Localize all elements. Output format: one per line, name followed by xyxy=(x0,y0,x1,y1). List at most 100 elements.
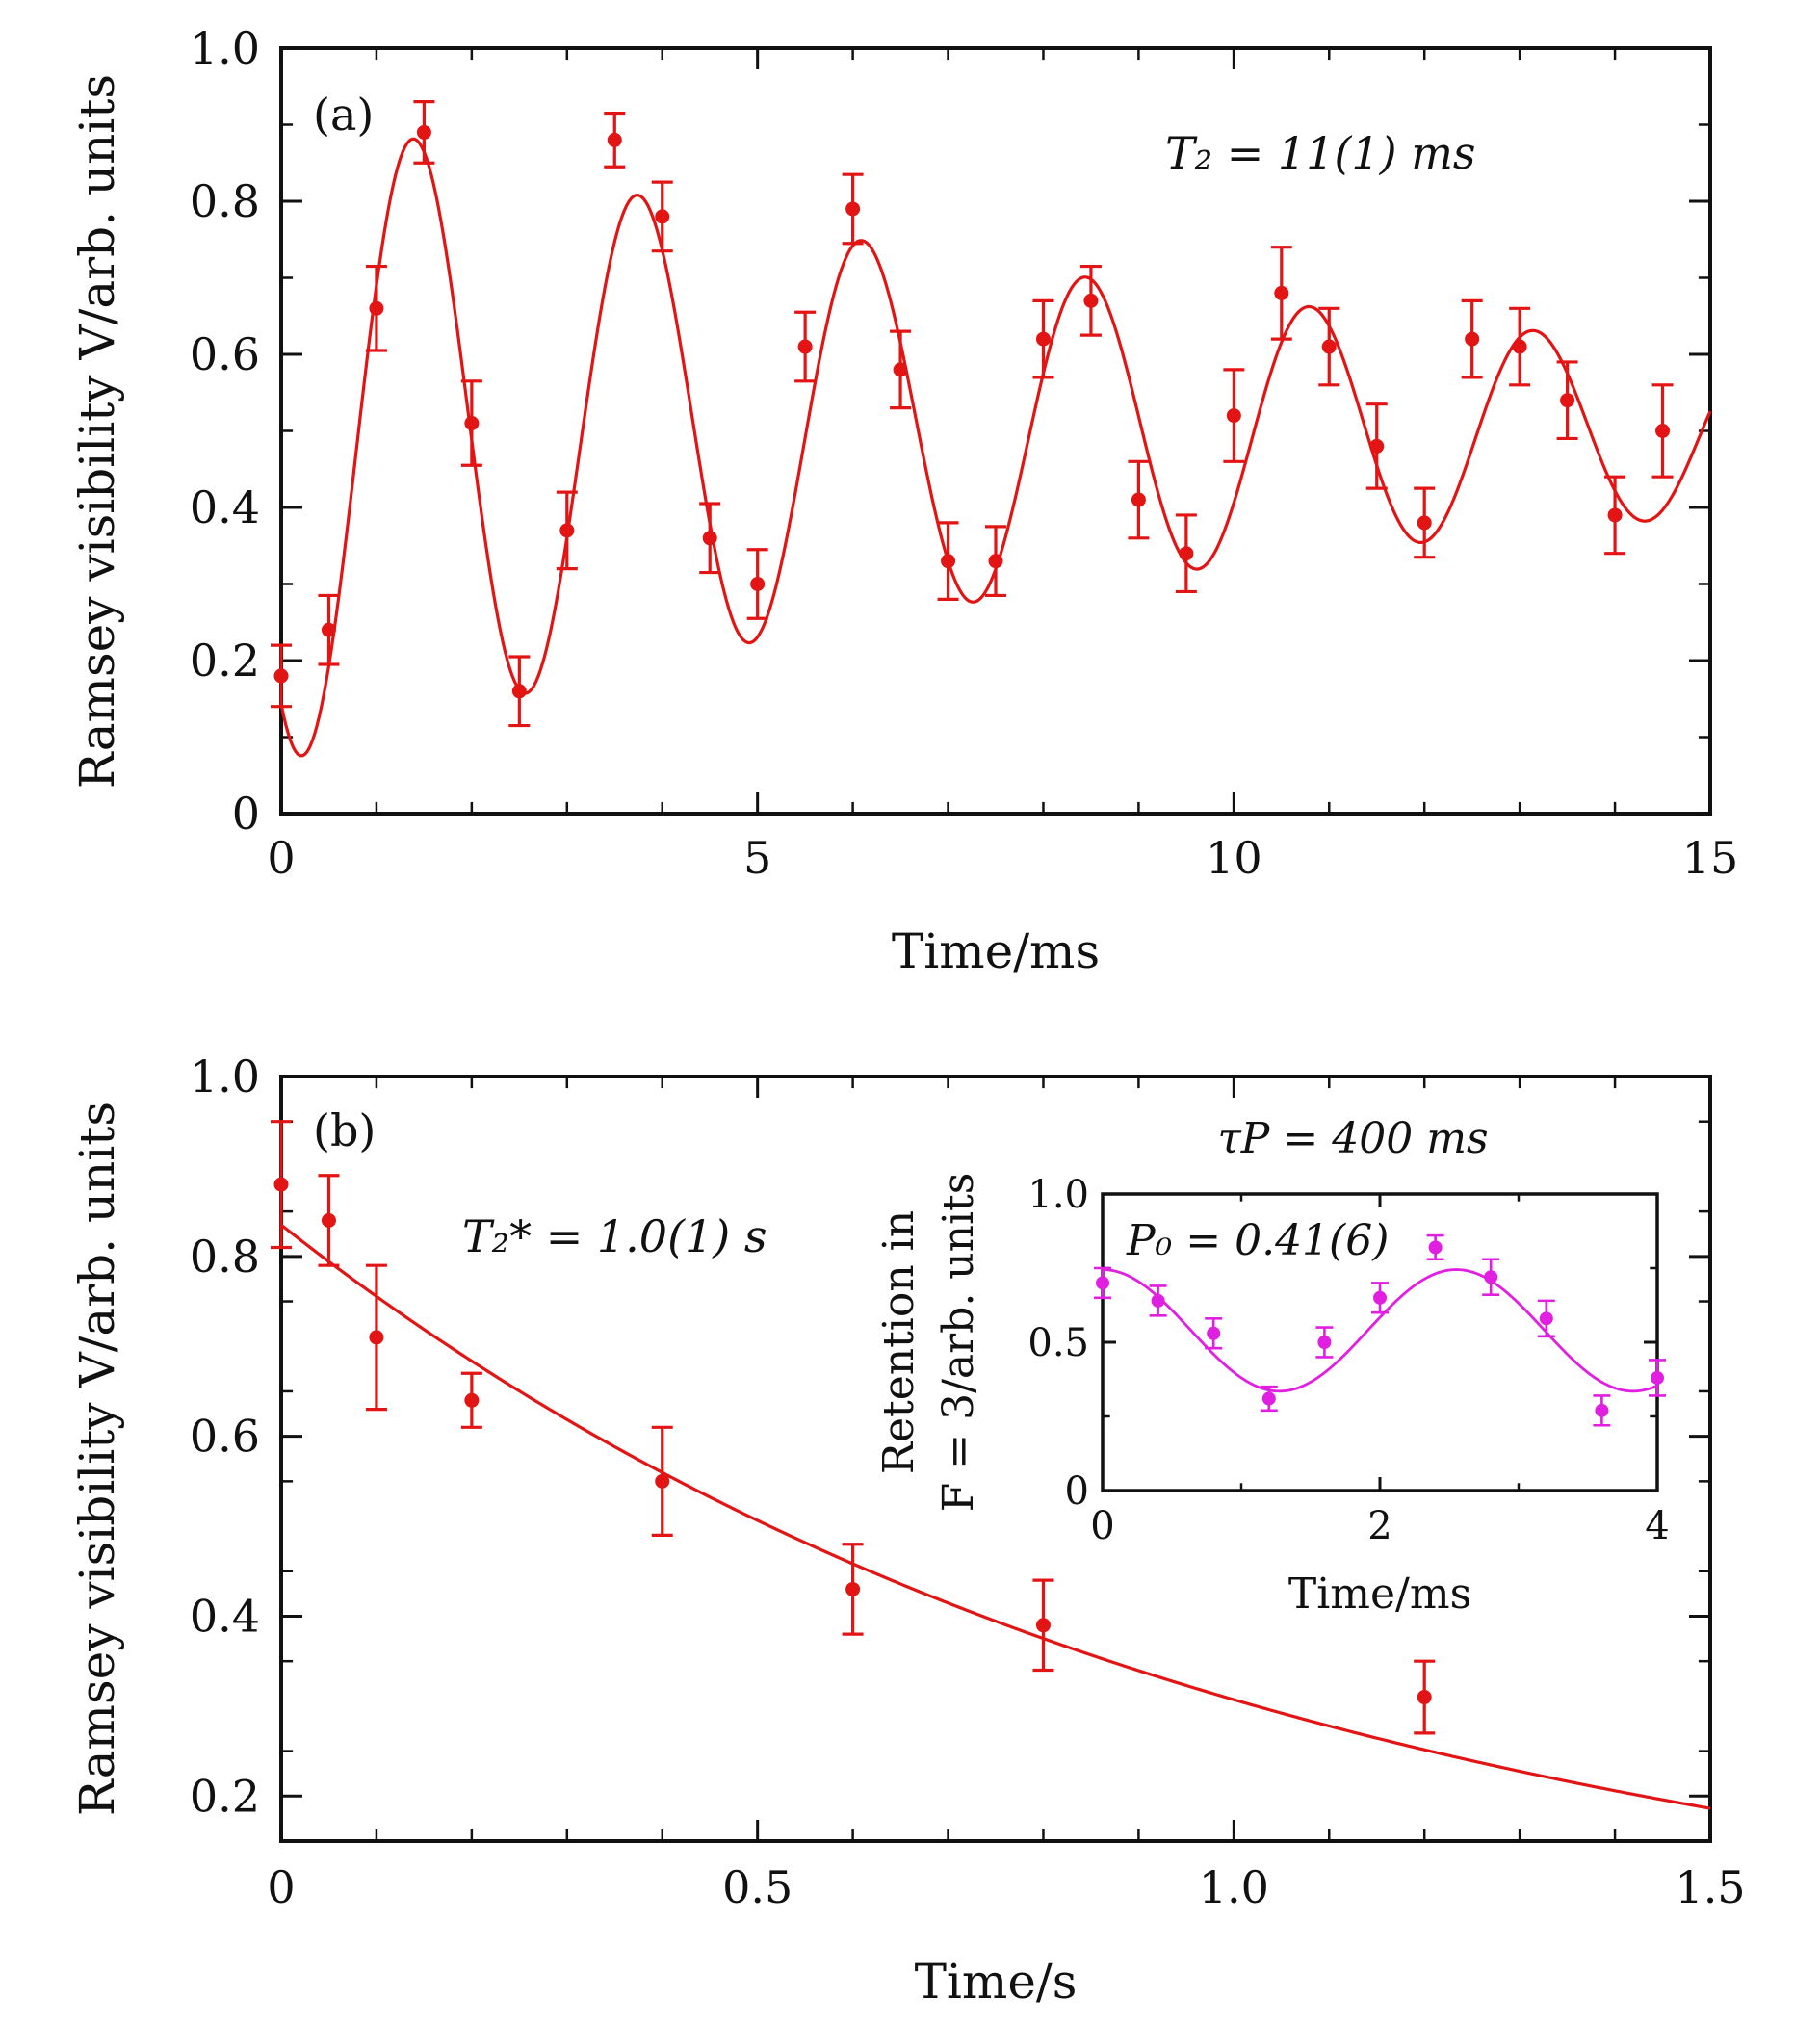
panel-b-data-point xyxy=(1414,1659,1436,1735)
inset-marker xyxy=(1317,1336,1332,1349)
panel-b-data-point xyxy=(318,1174,340,1267)
panel-a-marker xyxy=(1417,515,1432,531)
panel-a-data-point xyxy=(1032,298,1054,379)
inset-data-point xyxy=(1149,1284,1167,1317)
panel-a-data-point xyxy=(365,264,387,352)
inset-marker xyxy=(1428,1240,1443,1255)
inset-x-tick-label: 0 xyxy=(1090,1504,1114,1548)
panel-a-marker xyxy=(1560,393,1575,408)
panel-a-marker xyxy=(416,124,431,140)
panel-a-marker xyxy=(845,201,861,217)
panel-a-data-point xyxy=(1079,264,1102,337)
inset-marker xyxy=(1373,1290,1387,1305)
panel-a-data-point xyxy=(1461,298,1483,379)
panel-a: (a) T₂ = 11(1) ms Time/ms Ramsey visibil… xyxy=(69,22,1738,979)
inset-data-point xyxy=(1537,1299,1555,1338)
panel-b-data-point xyxy=(651,1425,673,1538)
panel-a-marker xyxy=(750,577,766,591)
panel-a-data-point xyxy=(1604,475,1626,556)
panel-b-y-tick-label: 0.8 xyxy=(190,1231,260,1283)
panel-a-data-point xyxy=(1223,368,1245,463)
panel-a-data-point xyxy=(699,502,721,575)
panel-b-data-point xyxy=(460,1371,482,1429)
panel-a-marker xyxy=(369,300,384,316)
inset-data-point xyxy=(1482,1258,1500,1297)
inset-data-point xyxy=(1205,1317,1223,1350)
panel-b-y-tick-label: 0.2 xyxy=(190,1770,260,1822)
panel-b-frame xyxy=(279,1075,1712,1843)
panel-a-data-point xyxy=(937,521,959,602)
panel-b-x-tick-label: 1.0 xyxy=(1199,1861,1269,1913)
inset-marker xyxy=(1484,1270,1498,1284)
panel-a-data-point xyxy=(1128,459,1150,540)
panel-a-data-point xyxy=(1175,513,1197,594)
panel-b: (b) T₂* = 1.0(1) s Time/s Ramsey visibil… xyxy=(69,1051,1746,2010)
inset-fit-curve xyxy=(1102,1268,1658,1393)
panel-b-y-tick-label: 1.0 xyxy=(190,1051,260,1103)
panel-a-data-point xyxy=(318,593,340,666)
panel-a-marker xyxy=(607,132,622,147)
panel-a-marker xyxy=(1131,492,1146,507)
inset-data-point xyxy=(1094,1266,1111,1300)
panel-a-x-tick-label: 10 xyxy=(1206,832,1262,884)
panel-a-data-point xyxy=(556,490,578,571)
panel-a-marker xyxy=(702,531,717,546)
panel-b-fit-curve xyxy=(280,1223,1711,1810)
panel-a-y-tick-label: 1.0 xyxy=(190,22,260,74)
panel-a-fit-curve xyxy=(279,137,1712,758)
panel-a-data-point xyxy=(985,525,1006,598)
panel-b-marker xyxy=(1035,1618,1051,1633)
panel-a-data-point xyxy=(508,655,531,728)
inset-data-point xyxy=(1593,1394,1611,1427)
inset-y-axis-title-line2: F = 3/arb. units xyxy=(934,1173,983,1513)
inset-x-axis-title: Time/ms xyxy=(1288,1570,1471,1619)
panel-a-y-tick-label: 0.2 xyxy=(190,635,260,687)
panel-b-marker xyxy=(464,1392,480,1408)
panel-a-label: (a) xyxy=(313,89,374,141)
panel-b-data-point xyxy=(271,1120,292,1250)
inset-marker xyxy=(1151,1293,1165,1308)
panel-a-data-point xyxy=(1270,246,1292,341)
panel-a-data-point xyxy=(794,310,817,383)
panel-b-label: (b) xyxy=(313,1104,376,1156)
panel-b-y-tick-label: 0.6 xyxy=(190,1411,260,1463)
panel-a-data-point xyxy=(1556,360,1578,441)
inset-data-point xyxy=(1426,1233,1444,1261)
inset-data-point xyxy=(1371,1282,1389,1314)
panel-a-y-tick-label: 0.6 xyxy=(190,328,260,380)
panel-a-data-point xyxy=(1318,306,1340,387)
panel-b-marker xyxy=(321,1212,336,1228)
panel-a-marker xyxy=(273,668,289,684)
inset-ticks: 0 2 4 0 0.5 1.0 xyxy=(1027,1173,1669,1548)
panel-b-marker xyxy=(273,1177,289,1192)
panel-b-x-axis-title: Time/s xyxy=(915,1954,1078,2010)
panel-a-marker xyxy=(464,416,480,431)
panel-b-marker xyxy=(369,1330,384,1345)
panel-a-marker xyxy=(1369,438,1385,454)
panel-a-marker xyxy=(1512,339,1527,354)
inset-data-point xyxy=(1315,1326,1334,1359)
panel-a-marker xyxy=(1083,293,1099,308)
panel-a-data-point xyxy=(460,379,482,467)
panel-b-x-tick-label: 0.5 xyxy=(722,1861,793,1913)
panel-b-plot-area xyxy=(271,1120,1711,1810)
inset-marker xyxy=(1207,1326,1221,1340)
inset-y-tick-label: 0 xyxy=(1065,1469,1089,1514)
inset-p0-annotation: P₀ = 0.41(6) xyxy=(1126,1216,1389,1265)
panel-a-marker xyxy=(559,523,575,538)
inset-x-tick-label: 2 xyxy=(1367,1504,1391,1548)
panel-a-y-tick-label: 0 xyxy=(232,788,260,840)
panel-b-y-tick-label: 0.4 xyxy=(190,1590,260,1642)
panel-a-plot-area xyxy=(271,100,1712,758)
panel-b-marker xyxy=(1417,1690,1432,1705)
inset-plot-area xyxy=(1094,1233,1666,1427)
panel-b-marker xyxy=(845,1581,861,1596)
inset-data-point xyxy=(1260,1385,1278,1413)
panel-b-x-tick-label: 1.5 xyxy=(1675,1861,1745,1913)
panel-a-y-tick-label: 0.4 xyxy=(190,481,260,533)
panel-a-marker xyxy=(893,362,908,377)
panel-a-t2-annotation: T₂ = 11(1) ms xyxy=(1165,127,1475,179)
panel-a-marker xyxy=(797,339,813,354)
panel-a-marker xyxy=(321,622,336,637)
